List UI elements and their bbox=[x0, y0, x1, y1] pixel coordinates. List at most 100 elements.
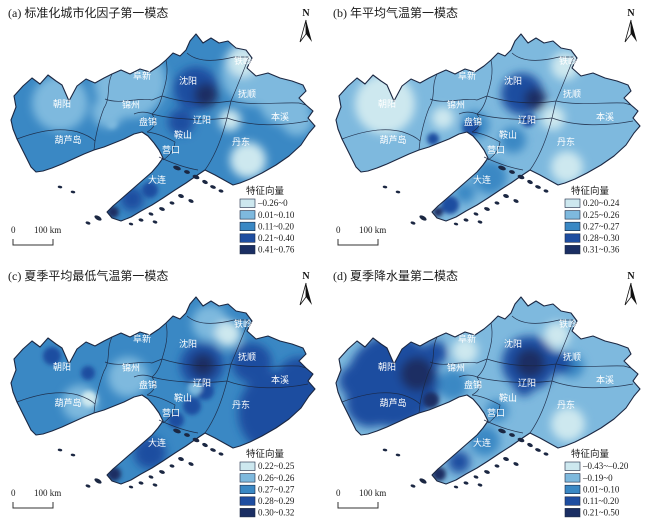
legend-swatch bbox=[239, 233, 256, 243]
panel-b: 朝阳 葫芦岛 阜新 锦州 盘锦 沈阳 铁岭 抚顺 辽阳 本溪 鞍山 营口 丹东 大连 (b) 年平均气温第一… bbox=[325, 0, 650, 263]
city-label-tieling: 铁岭 bbox=[559, 55, 577, 66]
islands bbox=[382, 428, 549, 489]
islands bbox=[57, 165, 224, 226]
city-label-fushun: 抚顺 bbox=[238, 351, 256, 362]
legend-label: 0.30~0.32 bbox=[258, 508, 294, 518]
city-label-dalian: 大连 bbox=[148, 174, 166, 185]
city-label-anshan: 鞍山 bbox=[174, 392, 192, 403]
city-label-dalian: 大连 bbox=[473, 174, 491, 185]
legend: 特征向量–0.26~0 0.01~0.100.11~0.20 0.21~0.40 0.… bbox=[239, 185, 295, 255]
legend-label: 0.11~0.20 bbox=[583, 496, 620, 506]
legend-label: 0.27~0.27 bbox=[583, 221, 620, 231]
city-label-chaoyang: 朝阳 bbox=[53, 99, 71, 109]
legend-label: 0.31~0.36 bbox=[583, 245, 620, 255]
legend: 特征向量–0.43~–0.20 –0.19~00.01~0.10 0.11~0.20… bbox=[564, 448, 629, 518]
city-label-panjin: 盘锦 bbox=[139, 116, 157, 127]
city-label-fuxin: 阜新 bbox=[458, 70, 476, 81]
city-label-jinzhou: 锦州 bbox=[122, 362, 140, 373]
city-label-chaoyang: 朝阳 bbox=[378, 362, 396, 372]
city-label-panjin: 盘锦 bbox=[464, 379, 482, 390]
legend-title: 特征向量 bbox=[571, 448, 610, 460]
north-arrow-label: N bbox=[302, 271, 310, 282]
city-label-huludao: 葫芦岛 bbox=[54, 397, 81, 408]
legend-swatch bbox=[239, 508, 256, 518]
panel-title: (c) 夏季平均最低气温第一模态 bbox=[8, 268, 168, 283]
city-label-huludao: 葫芦岛 bbox=[379, 397, 406, 408]
north-arrow-label: N bbox=[627, 8, 635, 19]
city-boundaries bbox=[16, 52, 309, 171]
city-boundaries bbox=[16, 315, 309, 434]
city-label-dandong: 丹东 bbox=[232, 136, 250, 147]
city-label-panjin: 盘锦 bbox=[139, 379, 157, 390]
scale-bar: 0 100 km bbox=[11, 225, 61, 246]
city-label-huludao: 葫芦岛 bbox=[54, 134, 81, 145]
legend-label: 0.28~0.29 bbox=[258, 496, 295, 506]
north-arrow-icon: N bbox=[624, 271, 637, 306]
city-label-shenyang: 沈阳 bbox=[504, 75, 522, 86]
province-outline bbox=[335, 296, 641, 485]
legend-title: 特征向量 bbox=[571, 185, 610, 197]
north-arrow-label: N bbox=[302, 8, 310, 19]
city-label-shenyang: 沈阳 bbox=[179, 338, 197, 349]
legend-swatch bbox=[564, 245, 581, 255]
panel-title: (d) 夏季降水量第二模态 bbox=[333, 269, 458, 283]
city-label-dalian: 大连 bbox=[148, 437, 166, 448]
legend-label: 0.28~0.30 bbox=[583, 233, 620, 243]
legend-title: 特征向量 bbox=[246, 185, 285, 197]
scale-bar: 0 100 km bbox=[336, 225, 386, 246]
panel-d: 朝阳 葫芦岛 阜新 锦州 盘锦 沈阳 铁岭 抚顺 辽阳 本溪 鞍山 营口 丹东 大连 (d) 夏季降水量第二… bbox=[325, 263, 650, 526]
city-label-jinzhou: 锦州 bbox=[122, 99, 140, 110]
city-label-liaoyang: 辽阳 bbox=[518, 115, 536, 125]
city-label-fuxin: 阜新 bbox=[133, 333, 151, 344]
panel-c: 朝阳 葫芦岛 阜新 锦州 盘锦 沈阳 铁岭 抚顺 辽阳 本溪 鞍山 营口 丹东 大连 (c) 夏季平均最低气… bbox=[0, 263, 325, 526]
city-label-benxi: 本溪 bbox=[596, 111, 614, 122]
city-label-benxi: 本溪 bbox=[596, 374, 614, 385]
city-label-tieling: 铁岭 bbox=[234, 55, 252, 66]
city-label-fushun: 抚顺 bbox=[238, 88, 256, 99]
legend-label: 0.41~0.76 bbox=[258, 245, 295, 255]
legend-swatch bbox=[564, 221, 581, 231]
city-boundaries bbox=[341, 52, 634, 171]
legend-label: 0.01~0.10 bbox=[583, 484, 620, 494]
legend-label: 0.21~0.40 bbox=[258, 233, 295, 243]
legend-label: 0.01~0.10 bbox=[258, 210, 295, 220]
legend-swatch bbox=[239, 245, 256, 255]
city-label-fushun: 抚顺 bbox=[563, 88, 581, 99]
city-label-fuxin: 阜新 bbox=[458, 333, 476, 344]
scale-bar-line bbox=[12, 502, 54, 509]
city-label-tieling: 铁岭 bbox=[559, 318, 577, 329]
legend-swatch bbox=[564, 508, 581, 518]
legend-swatch bbox=[564, 473, 581, 483]
legend-swatch bbox=[239, 210, 256, 220]
province-outline bbox=[10, 296, 316, 485]
city-label-liaoyang: 辽阳 bbox=[193, 378, 211, 388]
legend-swatch bbox=[564, 198, 581, 208]
city-label-chaoyang: 朝阳 bbox=[378, 99, 396, 109]
city-boundaries bbox=[341, 315, 634, 434]
legend-label: 0.27~0.27 bbox=[258, 484, 295, 494]
legend-swatch bbox=[239, 221, 256, 231]
city-label-liaoyang: 辽阳 bbox=[193, 115, 211, 125]
panel-title: (a) 标准化城市化因子第一模态 bbox=[8, 5, 168, 20]
city-label-anshan: 鞍山 bbox=[499, 392, 517, 403]
scale-zero: 0 bbox=[336, 225, 341, 235]
islands bbox=[382, 165, 549, 226]
city-label-tieling: 铁岭 bbox=[234, 318, 252, 329]
scale-distance: 100 km bbox=[34, 488, 61, 498]
city-label-benxi: 本溪 bbox=[271, 374, 289, 385]
legend-swatch bbox=[239, 461, 256, 471]
panel-title: (b) 年平均气温第一模态 bbox=[333, 5, 458, 20]
scale-zero: 0 bbox=[11, 488, 16, 498]
city-label-anshan: 鞍山 bbox=[174, 129, 192, 140]
province-outline bbox=[335, 33, 641, 222]
north-arrow-label: N bbox=[627, 271, 635, 282]
scale-bar: 0 100 km bbox=[336, 488, 386, 509]
city-label-jinzhou: 锦州 bbox=[447, 99, 465, 110]
legend-label: 0.21~0.50 bbox=[583, 508, 620, 518]
city-label-dandong: 丹东 bbox=[232, 399, 250, 410]
